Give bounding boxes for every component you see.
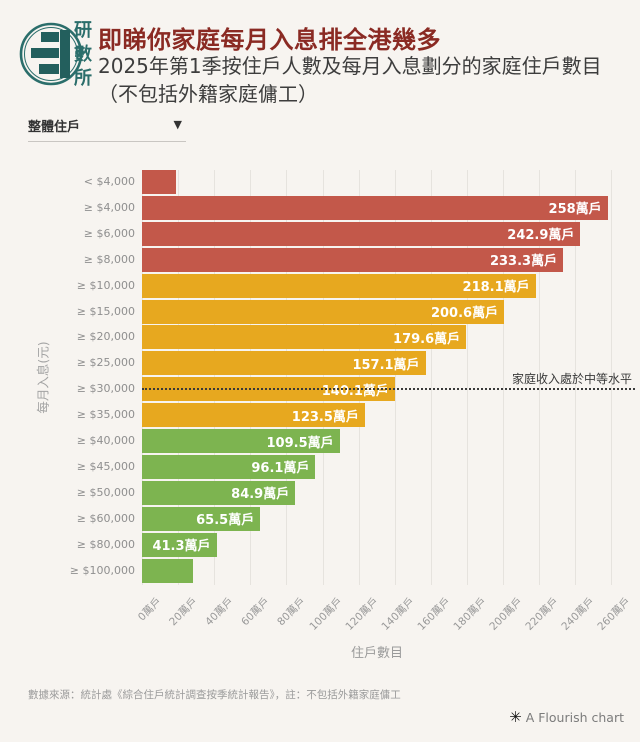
median-annotation: 家庭收入處於中等水平 bbox=[511, 372, 632, 386]
x-tick-label: 100萬戶 bbox=[306, 595, 345, 633]
x-tick-label: 60萬戶 bbox=[239, 595, 273, 629]
x-tick-label: 80萬戶 bbox=[275, 595, 309, 629]
category-label: ≥ $40,000 bbox=[76, 434, 135, 447]
category-label: ≥ $8,000 bbox=[83, 252, 135, 266]
bar-50000[interactable]: 84.9萬戶 bbox=[142, 480, 296, 505]
bar-value-label: 218.1萬戶 bbox=[462, 280, 530, 296]
x-tick-label: 180萬戶 bbox=[451, 595, 489, 633]
gridline bbox=[430, 170, 432, 585]
bar-value-label: 179.6萬戶 bbox=[393, 331, 461, 347]
category-label: ≥ $25,000 bbox=[76, 356, 135, 370]
flourish-attribution[interactable]: ✳ A Flourish chart bbox=[509, 708, 624, 726]
gridline bbox=[539, 170, 541, 585]
x-tick-label: 240萬戶 bbox=[559, 595, 598, 633]
bar-35000[interactable]: 123.5萬戶 bbox=[142, 403, 365, 428]
bar-value-label: 65.5萬戶 bbox=[196, 513, 255, 529]
category-label: ≥ $30,000 bbox=[76, 382, 135, 396]
bar-45000[interactable]: 96.1萬戶 bbox=[142, 454, 316, 479]
bar-value-label: 140.1萬戶 bbox=[321, 383, 389, 399]
bar-value-label: 157.1萬戶 bbox=[352, 357, 420, 373]
gridline bbox=[503, 170, 504, 585]
bar-100000[interactable] bbox=[142, 558, 193, 583]
x-tick-label: 120萬戶 bbox=[342, 595, 381, 633]
gridline bbox=[394, 170, 396, 585]
bar-value-label: 233.3萬戶 bbox=[489, 254, 558, 270]
x-tick-label: 200萬戶 bbox=[487, 595, 525, 633]
bar-8000[interactable]: 233.3萬戶 bbox=[142, 247, 564, 272]
category-label: < $4,000 bbox=[83, 175, 135, 188]
yin-so-lab-logo-icon: 研 數 所 bbox=[19, 20, 92, 89]
flourish-attribution-text: A Flourish chart bbox=[525, 710, 624, 725]
bar-40000[interactable]: 109.5萬戶 bbox=[142, 429, 340, 453]
bar-value-label: 96.1萬戶 bbox=[251, 461, 310, 477]
bar-80000[interactable]: 41.3萬戶 bbox=[142, 532, 217, 557]
x-tick-label: 160萬戶 bbox=[415, 595, 453, 633]
svg-text:研: 研 bbox=[74, 20, 92, 41]
x-tick-label: 220萬戶 bbox=[523, 595, 561, 633]
page-title: 即睇你家庭每月入息排全港幾多 bbox=[98, 26, 441, 54]
bar-value-label: 242.9萬戶 bbox=[507, 228, 575, 244]
category-label: ≥ $60,000 bbox=[76, 511, 135, 525]
bar-60000[interactable]: 65.5萬戶 bbox=[142, 506, 261, 531]
category-label: ≥ $50,000 bbox=[76, 485, 135, 499]
bar-value-label: 41.3萬戶 bbox=[152, 539, 211, 555]
svg-text:數: 數 bbox=[74, 44, 92, 65]
filter-selected-value: 整體住戶 bbox=[28, 120, 81, 135]
gridline bbox=[466, 170, 468, 585]
category-label: ≥ $4,000 bbox=[83, 200, 135, 214]
x-axis-title: 住戶數目 bbox=[350, 646, 403, 661]
bar-value-label: 123.5萬戶 bbox=[291, 409, 359, 425]
category-label: ≥ $80,000 bbox=[76, 537, 135, 551]
chevron-down-icon: ▼ bbox=[173, 118, 182, 131]
bar-value-label: 84.9萬戶 bbox=[231, 487, 290, 503]
bar-25000[interactable]: 157.1萬戶 bbox=[142, 351, 426, 376]
category-label: ≥ $15,000 bbox=[76, 304, 135, 318]
category-label: ≥ $100,000 bbox=[69, 563, 135, 577]
category-label: ≥ $35,000 bbox=[76, 408, 135, 422]
x-tick-label: 40萬戶 bbox=[203, 595, 237, 629]
bar-10000[interactable]: 218.1萬戶 bbox=[142, 273, 536, 298]
household-filter-dropdown[interactable]: 整體住戶 ▼ bbox=[28, 116, 186, 142]
flourish-logo-icon: ✳ bbox=[509, 708, 522, 726]
category-label: ≥ $10,000 bbox=[76, 278, 135, 292]
bar-4000[interactable] bbox=[142, 170, 177, 194]
svg-text:所: 所 bbox=[74, 68, 92, 89]
bar-15000[interactable]: 200.6萬戶 bbox=[142, 299, 505, 324]
data-source-note: 數據來源：統計處《綜合住戶統計調查按季統計報告》，註：不包括外籍家庭傭工 bbox=[28, 689, 401, 701]
page-subtitle: 2025年第1季按住戶人數及每月入息劃分的家庭住戶數目（不包括外籍家庭傭工） bbox=[98, 54, 602, 106]
median-reference-line bbox=[142, 388, 635, 390]
x-tick-label: 0萬戶 bbox=[135, 595, 164, 624]
bar-value-label: 258萬戶 bbox=[548, 202, 602, 218]
category-label: ≥ $45,000 bbox=[76, 459, 135, 473]
y-axis-title: 每月入息(元) bbox=[35, 341, 51, 414]
bar-20000[interactable]: 179.6萬戶 bbox=[142, 325, 467, 350]
gridline bbox=[575, 170, 577, 585]
bar-value-label: 109.5萬戶 bbox=[266, 435, 334, 451]
gridline bbox=[611, 170, 613, 585]
bar-6000[interactable]: 242.9萬戶 bbox=[142, 221, 581, 246]
x-tick-label: 260萬戶 bbox=[595, 595, 634, 633]
bar-4000[interactable]: 258萬戶 bbox=[142, 195, 608, 220]
bar-value-label: 200.6萬戶 bbox=[430, 306, 499, 321]
x-tick-label: 140萬戶 bbox=[379, 595, 417, 633]
category-label: ≥ $20,000 bbox=[76, 330, 135, 344]
x-tick-label: 20萬戶 bbox=[167, 595, 200, 629]
category-label: ≥ $6,000 bbox=[83, 226, 135, 240]
